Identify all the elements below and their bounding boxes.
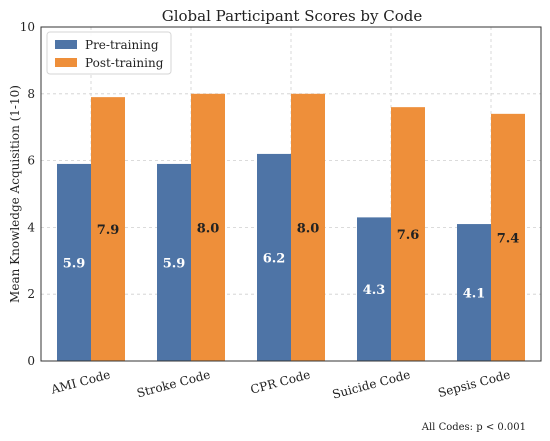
post-training-bar-2 <box>291 93 325 362</box>
post-training-bar-3 <box>391 107 425 361</box>
axes <box>40 26 542 362</box>
post-training-bar-0 <box>91 97 125 361</box>
chart-title: Global Participant Scores by Code <box>162 7 423 25</box>
post-training-value-label-1: 8.0 <box>197 221 220 236</box>
post-training-bar-4 <box>491 113 525 361</box>
post-training-bar-1 <box>191 93 225 362</box>
post-training-value-label-4: 7.4 <box>497 231 520 246</box>
y-tick-label-3: 6 <box>27 154 35 168</box>
legend-swatch-1 <box>55 58 77 67</box>
x-tick-label-0: AMI Code <box>49 367 112 396</box>
pre-training-value-label-4: 4.1 <box>463 287 486 302</box>
legend-box <box>46 31 172 75</box>
x-tick-label-1: Stroke Code <box>135 367 211 400</box>
x-tick-label-4: Sepsis Code <box>437 367 512 400</box>
pre-training-value-label-0: 5.9 <box>63 256 86 271</box>
y-tick-label-4: 8 <box>27 87 35 101</box>
pre-training-bar-4 <box>457 224 491 361</box>
pre-training-value-label-3: 4.3 <box>363 283 386 298</box>
bars <box>57 93 525 362</box>
post-training-value-label-3: 7.6 <box>397 228 420 243</box>
post-training-value-label-0: 7.9 <box>97 223 120 238</box>
y-tick-label-5: 10 <box>20 20 35 34</box>
x-tick-label-2: CPR Code <box>249 367 312 396</box>
significance-note: All Codes: p < 0.001 <box>421 422 526 433</box>
legend-swatch-0 <box>55 40 77 49</box>
pre-training-bar-3 <box>357 217 391 361</box>
data-labels: 5.9 5.9 6.2 4.3 4.1 7.9 8.0 8.0 7.6 7.4 <box>63 221 520 301</box>
plot-frame <box>40 26 542 362</box>
y-tick-label-1: 2 <box>27 287 35 301</box>
y-tick-label-0: 0 <box>27 354 35 368</box>
post-training-value-label-2: 8.0 <box>297 221 320 236</box>
pre-training-value-label-1: 5.9 <box>163 256 186 271</box>
pre-training-bar-2 <box>257 153 291 361</box>
pre-training-bar-1 <box>157 163 191 361</box>
legend-label-1: Post-training <box>85 56 164 70</box>
pre-training-value-label-2: 6.2 <box>263 251 286 266</box>
legend: Pre-training Post-training <box>46 31 172 75</box>
x-tick-label-3: Suicide Code <box>331 367 412 401</box>
pre-training-bar-0 <box>57 163 91 361</box>
y-tick-label-2: 4 <box>27 220 35 234</box>
legend-label-0: Pre-training <box>85 38 159 52</box>
y-axis-title: Mean Knowledge Acquisition (1-10) <box>8 85 22 303</box>
